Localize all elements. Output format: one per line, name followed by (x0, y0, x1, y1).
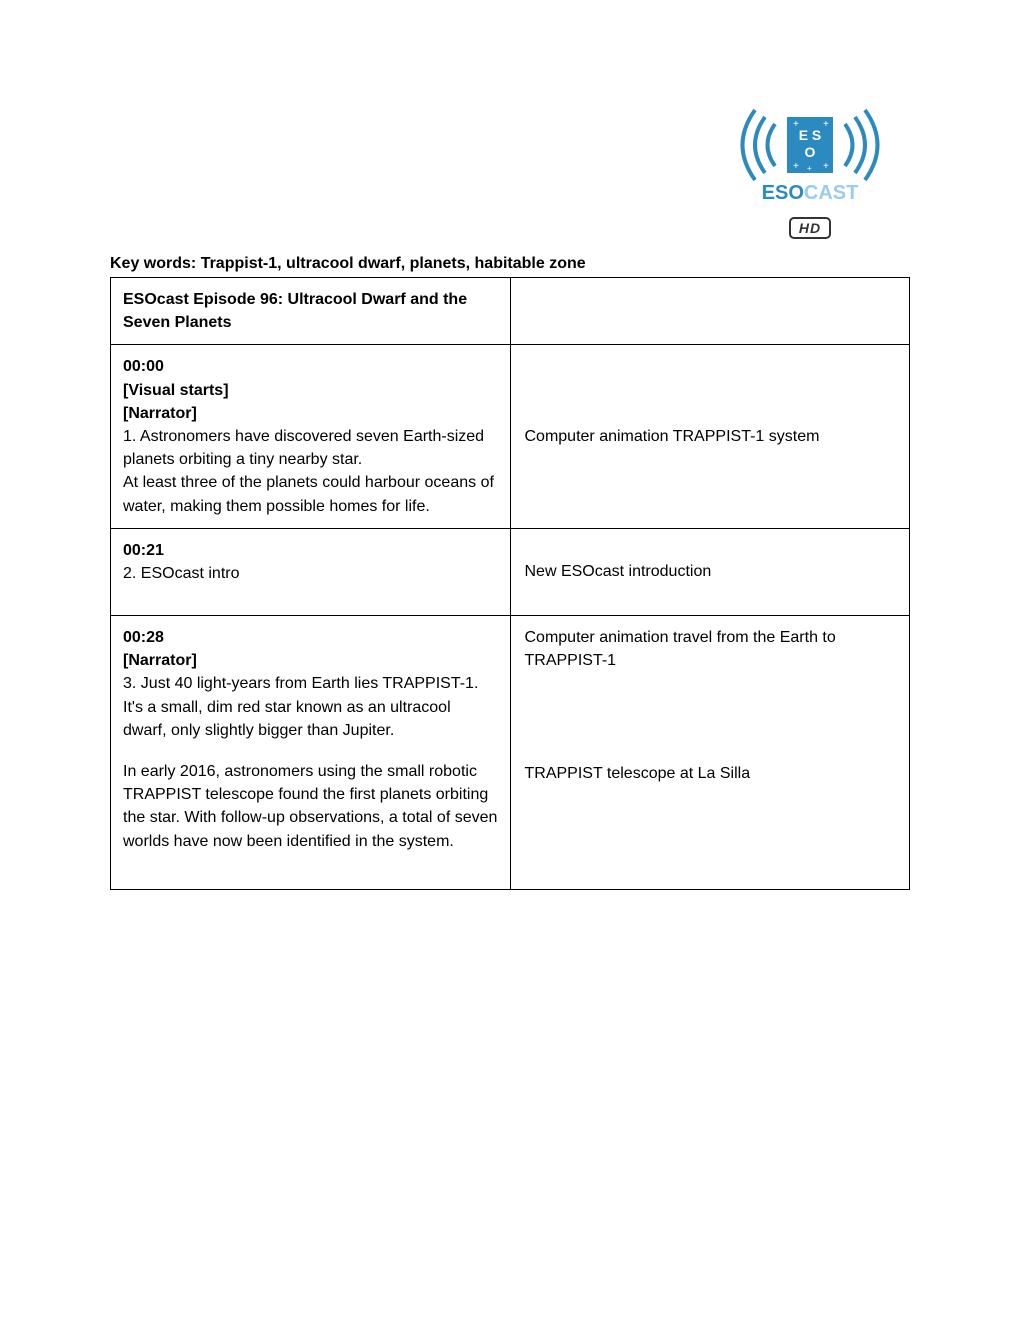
keywords-line: Key words: Trappist-1, ultracool dwarf, … (110, 255, 910, 273)
visual-note: TRAPPIST telescope at La Silla (525, 762, 898, 785)
script-body: 3. Just 40 light-years from Earth lies T… (123, 672, 498, 742)
svg-text:+: + (807, 164, 812, 173)
visual-note: Computer animation travel from the Earth… (525, 626, 898, 672)
cue-narrator: [Narrator] (123, 649, 498, 672)
table-row: 00:00 [Visual starts] [Narrator] 1. Astr… (111, 345, 910, 528)
visual-cell: Computer animation TRAPPIST-1 system (510, 345, 910, 528)
svg-text:O: O (805, 144, 816, 160)
logo-text-eso: ESO (762, 182, 804, 204)
cue-visual-starts: [Visual starts] (123, 379, 498, 402)
timecode: 00:00 (123, 355, 498, 378)
table-row: 00:21 2. ESOcast intro New ESOcast intro… (111, 528, 910, 615)
svg-text:ESOCAST: ESOCAST (762, 182, 859, 204)
svg-text:+: + (823, 161, 829, 172)
table-row: 00:28 [Narrator] 3. Just 40 light-years … (111, 616, 910, 890)
logo-text-cast: CAST (804, 182, 858, 204)
timecode: 00:21 (123, 539, 498, 562)
cue-narrator: [Narrator] (123, 402, 498, 425)
script-body: 1. Astronomers have discovered seven Ear… (123, 425, 498, 471)
esocast-broadcast-icon: E S O + + + + + ESOCAST (725, 95, 895, 215)
script-body: 2. ESOcast intro (123, 562, 498, 585)
script-table: ESOcast Episode 96: Ultracool Dwarf and … (110, 277, 910, 890)
timecode: 00:28 (123, 626, 498, 649)
svg-text:E S: E S (799, 127, 822, 143)
visual-cell: New ESOcast introduction (510, 528, 910, 615)
svg-text:+: + (823, 119, 829, 130)
script-body: At least three of the planets could harb… (123, 471, 498, 517)
table-row: ESOcast Episode 96: Ultracool Dwarf and … (111, 278, 910, 345)
svg-text:+: + (793, 119, 799, 130)
hd-badge: HD (789, 217, 831, 239)
esocast-logo: E S O + + + + + ESOCAST HD (720, 95, 900, 239)
visual-cell: Computer animation travel from the Earth… (510, 616, 910, 890)
svg-text:+: + (793, 161, 799, 172)
visual-cell (510, 278, 910, 345)
episode-title: ESOcast Episode 96: Ultracool Dwarf and … (123, 291, 467, 331)
script-body: In early 2016, astronomers using the sma… (123, 760, 498, 853)
